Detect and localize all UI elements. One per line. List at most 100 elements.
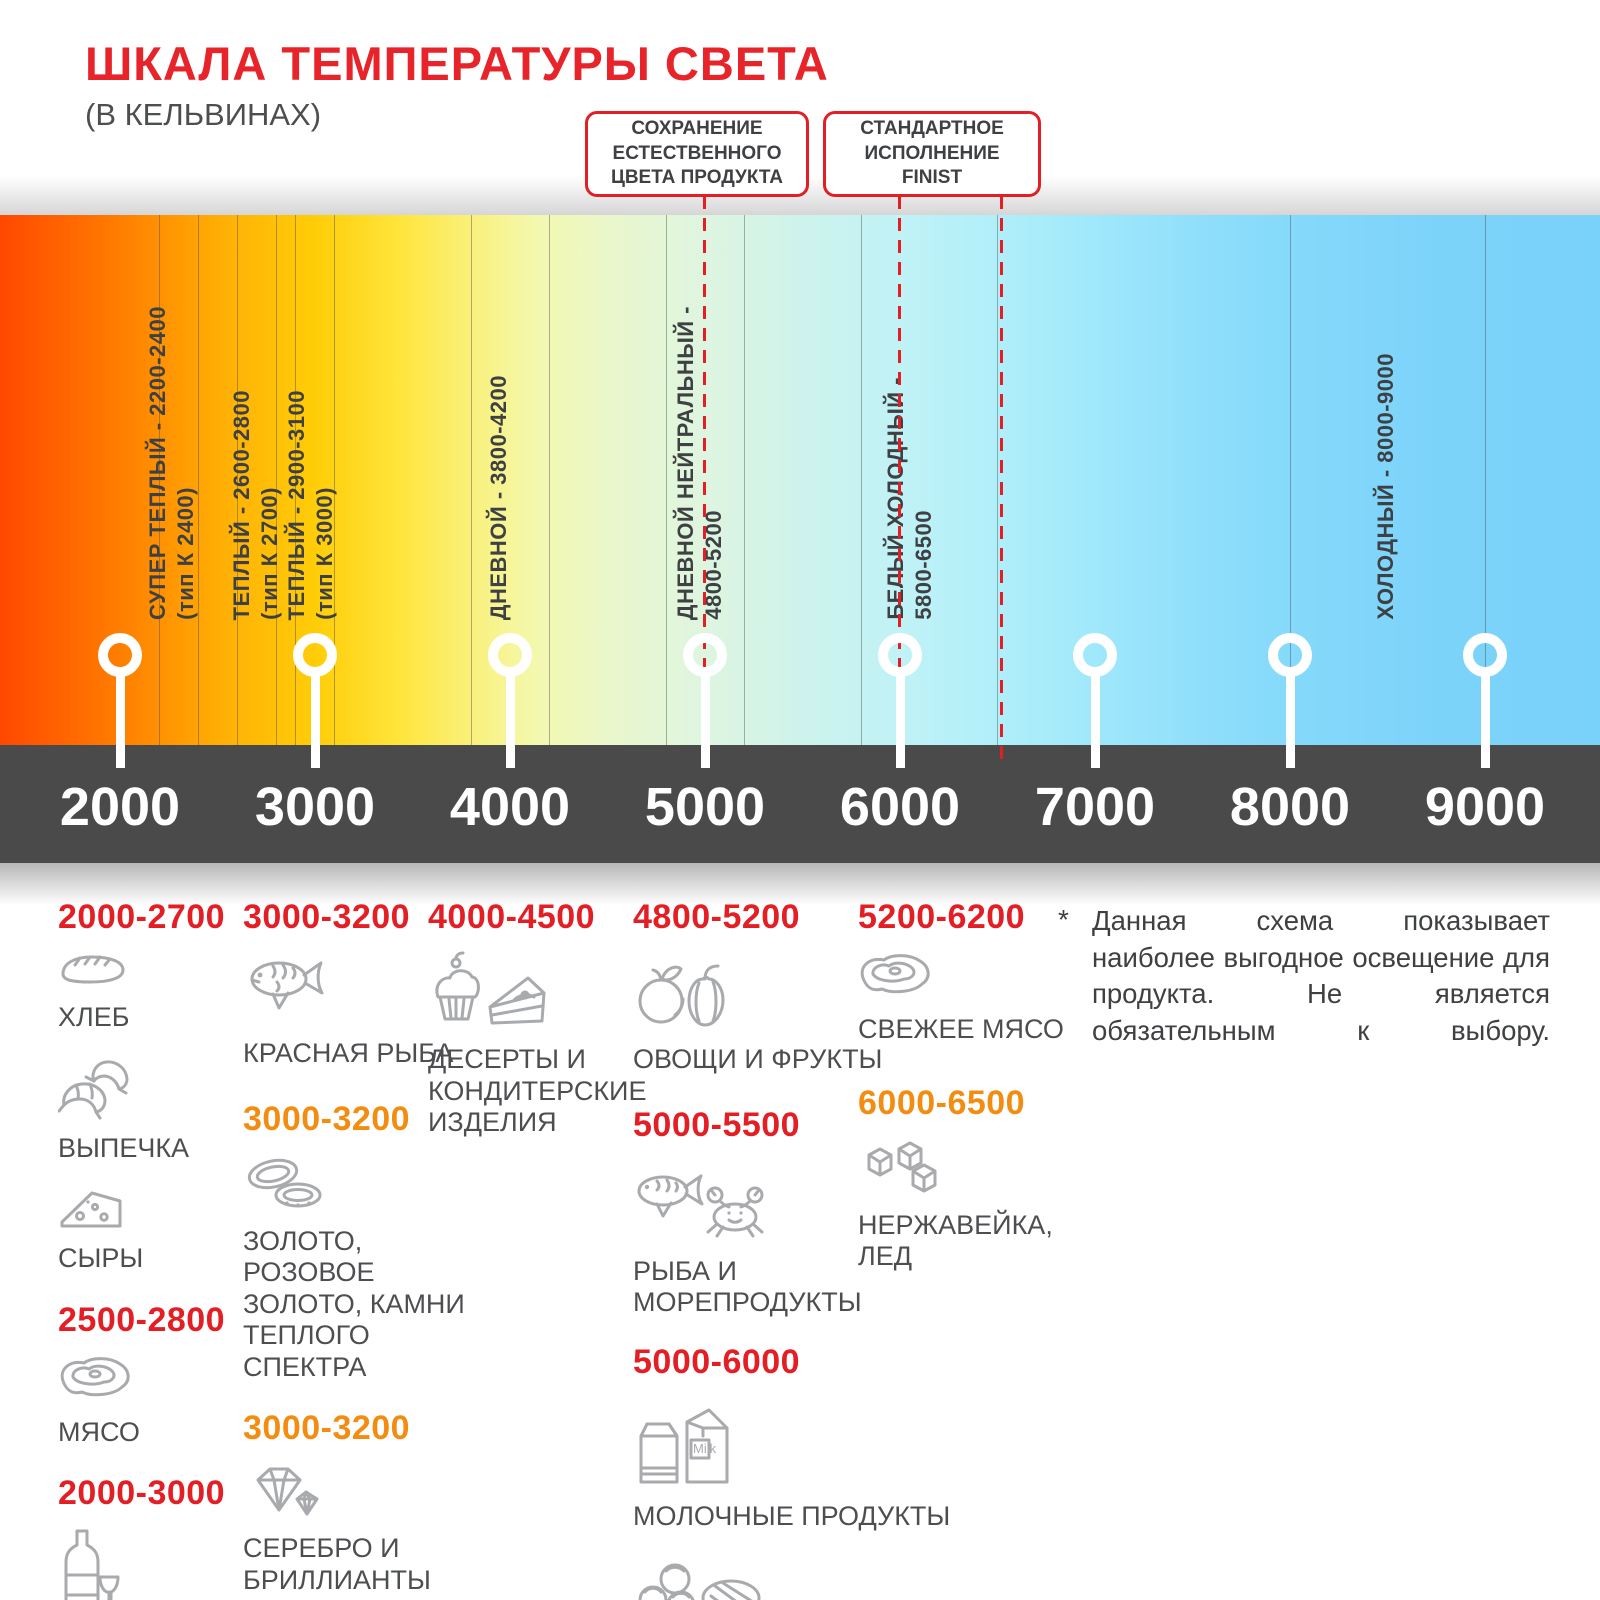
legend-item-label: НЕРЖАВЕЙКА, ЛЕД — [858, 1209, 1053, 1272]
axis-tick-6000: 6000 — [839, 777, 961, 837]
legend-item: ДЕСЕРТЫ И КОНДИТЕРСКИЕ ИЗДЕЛИЯ — [428, 951, 668, 1139]
legend-item-label: ХЛЕБ — [58, 1002, 130, 1032]
range-header: 3000-3200 — [243, 1099, 411, 1138]
scale-label-line1: БЕЛЫЙ ХОЛОДНЫЙ - — [883, 377, 908, 620]
scale-label-line1: ДНЕВНОЙ - 3800-4200 — [486, 374, 511, 620]
marker-ring-7000 — [1073, 633, 1117, 677]
range-header: 2500-2800 — [58, 1300, 226, 1339]
desserts-icon — [428, 951, 668, 1036]
legend-item: МЯСО — [58, 1354, 248, 1449]
marker-ring-9000 — [1463, 633, 1507, 677]
callout-finist-standard: СТАНДАРТНОЕ ИСПОЛНЕНИЕ FINIST — [823, 111, 1041, 197]
legend-item: ЗОЛОТО, РОЗОВОЕ ЗОЛОТО, КАМНИ ТЕПЛОГО СП… — [243, 1153, 488, 1384]
marker-ring-3000 — [293, 633, 337, 677]
range-header: 5000-6000 — [633, 1342, 801, 1381]
range-boundary-line — [997, 215, 998, 745]
scale-label-daylight-neutral: ДНЕВНОЙ НЕЙТРАЛЬНЫЙ - 4800-5200 — [673, 306, 726, 620]
marker-stem — [701, 672, 710, 768]
legend-column-2: 3000-3200 КРАСНАЯ РЫБА 3000-3200 ЗОЛОТО,… — [243, 898, 488, 1597]
range-header: 6000-6500 — [858, 1083, 1026, 1122]
legend-item-label: РЫБА И МОРЕПРОДУКТЫ — [633, 1255, 862, 1318]
bread-icon — [58, 951, 248, 994]
scale-label-cold-white: БЕЛЫЙ ХОЛОДНЫЙ - 5800-6500 — [883, 377, 937, 620]
dairy-icon: Milk — [633, 1396, 963, 1493]
scale-label-warm-3000: ТЕПЛЫЙ - 2900-3100 (тип К 3000) — [284, 389, 337, 620]
axis-tick-9000: 9000 — [1424, 777, 1546, 837]
legend-group: 3000-3200 СЕРЕБРО И БРИЛЛИАНТЫ — [243, 1409, 488, 1596]
range-boundary-line — [159, 215, 160, 745]
legend-item: СЕРЕБРО И БРИЛЛИАНТЫ — [243, 1462, 488, 1596]
legend-group: 5000-5500 РЫБА И МОРЕПРОДУКТЫ — [633, 1106, 963, 1319]
scale-label-line2: 5800-6500 — [911, 510, 937, 620]
legend-column-1: 2000-2700 ХЛЕБ ВЫПЕЧКА СЫРЫ 250 — [57, 898, 248, 1600]
axis-tick-3000: 3000 — [254, 777, 376, 837]
axis-tick-5000: 5000 — [644, 777, 766, 837]
legend-item: СЫРЫ — [58, 1186, 248, 1275]
range-boundary-line — [334, 215, 335, 745]
marker-stem — [896, 672, 905, 768]
page-subtitle: (В КЕЛЬВИНАХ) — [85, 97, 322, 132]
axis-tick-2000: 2000 — [59, 777, 181, 837]
legend-item: ЗАМОРОЖЕННЫЕ ПОЛУФАБРИКАТЫ — [633, 1554, 963, 1600]
range-header: 2000-3000 — [58, 1474, 226, 1513]
legend-group: 5200-6200 СВЕЖЕЕ МЯСО — [858, 898, 1088, 1046]
range-boundary-line — [237, 215, 238, 745]
scale-label-line1: ТЕПЛЫЙ - 2900-3100 — [284, 389, 309, 620]
range-boundary-line — [861, 215, 862, 745]
scale-label-daylight: ДНЕВНОЙ - 3800-4200 — [486, 374, 511, 620]
range-boundary-line — [295, 215, 296, 745]
range-boundary-line — [744, 215, 745, 745]
legend-group: 2500-2800 МЯСО — [58, 1301, 248, 1449]
legend-item: СВЕЖЕЕ МЯСО — [858, 951, 1088, 1046]
marker-stem — [1481, 672, 1490, 768]
axis-tick-8000: 8000 — [1229, 777, 1351, 837]
marker-ring-6000 — [878, 633, 922, 677]
callout-finist-standard-text: СТАНДАРТНОЕ ИСПОЛНЕНИЕ FINIST — [860, 117, 1004, 189]
marker-stem — [506, 672, 515, 768]
footnote-text: Данная схема показывает наиболее выгодно… — [1092, 905, 1550, 1046]
fresh-meat-icon — [858, 951, 1088, 1006]
legend-item: КРАСНАЯ РЫБА — [243, 951, 488, 1070]
range-boundary-line — [1290, 215, 1291, 745]
legend-item: ХЛЕБ — [58, 951, 248, 1034]
range-boundary-line — [666, 215, 667, 745]
marker-stem — [1286, 672, 1295, 768]
scale-label-line1: СУПЕР ТЕПЛЫЙ - 2200-2400 — [145, 305, 170, 620]
legend-item: ВЫПЕЧКА — [57, 1056, 248, 1165]
legend-item-label: ДЕСЕРТЫ И КОНДИТЕРСКИЕ ИЗДЕЛИЯ — [428, 1044, 647, 1138]
legend-item-label: СЫРЫ — [58, 1243, 144, 1274]
scale-label-line1: ТЕПЛЫЙ - 2600-2800 — [229, 389, 254, 620]
legend-item: АКОГОЛЬ — [58, 1527, 248, 1600]
marker-stem — [311, 672, 320, 768]
color-temperature-gradient: СУПЕР ТЕПЛЫЙ - 2200-2400 (тип К 2400) ТЕ… — [0, 215, 1600, 745]
scale-label-line2: (тип К 2400) — [173, 487, 199, 620]
legend-column-4: 4800-5200 ОВОЩИ И ФРУКТЫ 5000-5500 РЫБА … — [633, 898, 963, 1600]
legend-group: 5000-6000 Milk МОЛОЧНЫЕ ПРОДУКТЫ ЗАМОРОЖ… — [633, 1343, 963, 1600]
footnote-asterisk: * — [1058, 904, 1069, 935]
axis-tick-7000: 7000 — [1034, 777, 1156, 837]
legend-group: 2000-2700 ХЛЕБ ВЫПЕЧКА СЫРЫ — [57, 898, 248, 1275]
range-boundary-line — [1485, 215, 1486, 745]
callout-natural-color-text: СОХРАНЕНИЕ ЕСТЕСТВЕННОГО ЦВЕТА ПРОДУКТА — [610, 117, 784, 189]
produce-icon — [633, 951, 963, 1036]
gold-icon — [243, 1153, 488, 1218]
scale-label-line1: ХОЛОДНЫЙ - 8000-9000 — [1373, 353, 1398, 620]
frozen-icon — [633, 1554, 963, 1600]
range-boundary-line — [276, 215, 277, 745]
guide-line-6000k — [898, 196, 901, 762]
range-header: 5000-5500 — [633, 1105, 801, 1144]
diamonds-icon — [243, 1462, 488, 1525]
footnote: * Данная схема показывает наиболее выгод… — [1058, 903, 1550, 1049]
legend-item-label: СВЕЖЕЕ МЯСО — [858, 1014, 1064, 1044]
legend-item: ОВОЩИ И ФРУКТЫ — [633, 951, 963, 1076]
range-header: 3000-3200 — [243, 1409, 411, 1448]
callout-natural-color: СОХРАНЕНИЕ ЕСТЕСТВЕННОГО ЦВЕТА ПРОДУКТА — [585, 111, 809, 197]
marker-stem — [116, 672, 125, 768]
ice-icon — [858, 1137, 1088, 1202]
scale-label-warm-2700: ТЕПЛЫЙ - 2600-2800 (тип К 2700) — [229, 389, 282, 620]
marker-ring-8000 — [1268, 633, 1312, 677]
legend-column-3: 4000-4500 ДЕСЕРТЫ И КОНДИТЕРСКИЕ ИЗДЕЛИЯ — [428, 898, 668, 1139]
marker-ring-5000 — [683, 633, 727, 677]
legend-column-5: 5200-6200 СВЕЖЕЕ МЯСО 6000-6500 НЕРЖАВЕЙ… — [858, 898, 1088, 1273]
